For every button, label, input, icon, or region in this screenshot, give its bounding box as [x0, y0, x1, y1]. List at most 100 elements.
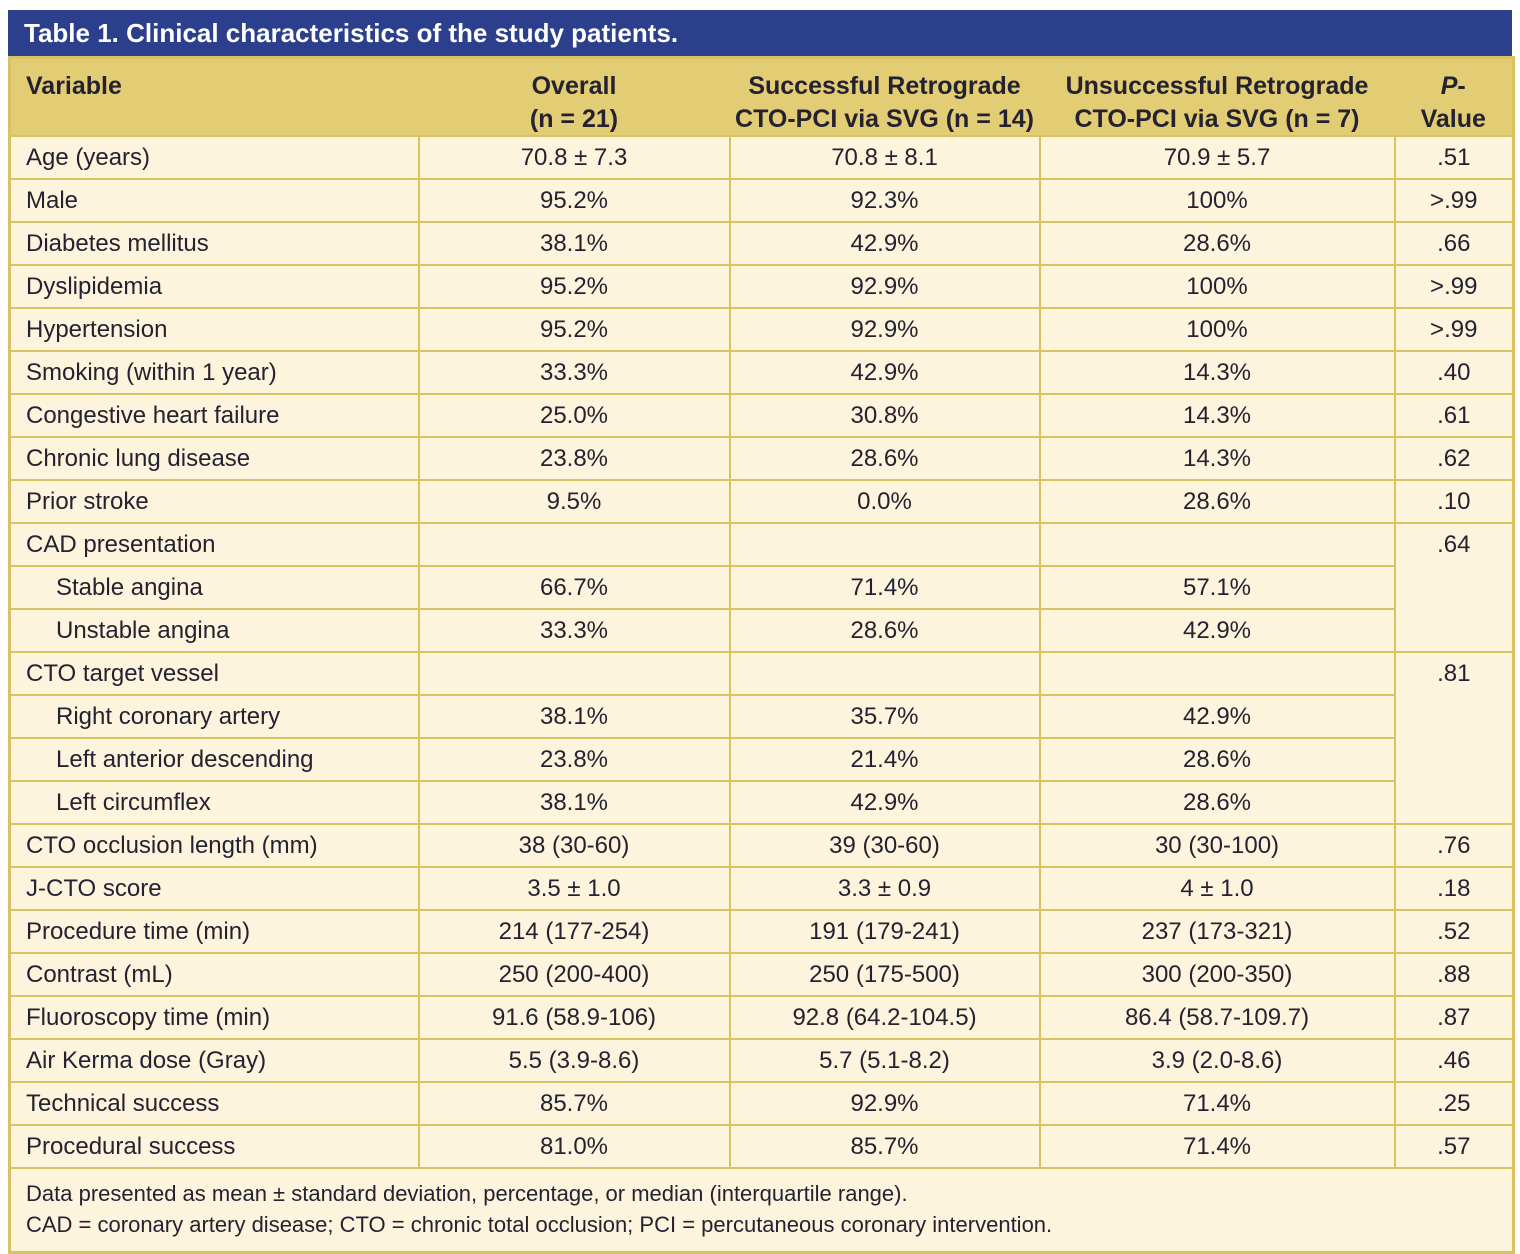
table-row: Left anterior descending 23.8% 21.4% 28.…: [8, 737, 1514, 782]
cell-p-value: .18: [1393, 866, 1515, 911]
cell-successful: 28.6%: [728, 436, 1041, 481]
col-header-successful: Successful Retrograde CTO-PCI via SVG (n …: [729, 57, 1040, 136]
cell-successful: 85.7%: [728, 1124, 1041, 1169]
cell-successful: [728, 651, 1041, 696]
table-row: Unstable angina 33.3% 28.6% 42.9%: [8, 608, 1514, 653]
col-header-p-dash: -: [1457, 72, 1466, 100]
col-header-variable-label: Variable: [26, 72, 122, 100]
cell-unsuccessful: 70.9 ± 5.7: [1038, 135, 1396, 180]
cell-overall: 33.3%: [417, 608, 731, 653]
table-row: Prior stroke 9.5% 0.0% 28.6% .10: [8, 479, 1515, 524]
cell-unsuccessful: 28.6%: [1038, 737, 1396, 782]
table-row: Left circumflex 38.1% 42.9% 28.6%: [8, 780, 1514, 825]
footnote-line-2: CAD = coronary artery disease; CTO = chr…: [26, 1212, 1053, 1238]
cell-overall: 23.8%: [417, 737, 731, 782]
cell-successful: 28.6%: [728, 608, 1041, 653]
cell-overall: 5.5 (3.9-8.6): [417, 1038, 731, 1083]
cell-unsuccessful: [1038, 522, 1396, 567]
table-footnote-row: Data presented as mean ± standard deviat…: [8, 1167, 1515, 1254]
cell-p-value: .46: [1393, 1038, 1515, 1083]
cell-p-value: .51: [1393, 135, 1515, 180]
cell-overall: 70.8 ± 7.3: [417, 135, 731, 180]
cell-overall: 9.5%: [417, 479, 731, 524]
cell-unsuccessful: 57.1%: [1038, 565, 1396, 610]
col-header-successful-line2: CTO-PCI via SVG (n = 14): [735, 104, 1034, 133]
cell-successful: 42.9%: [728, 350, 1041, 395]
cell-p-value: >.99: [1393, 264, 1515, 309]
cell-unsuccessful: 100%: [1038, 178, 1396, 223]
table-row: Stable angina 66.7% 71.4% 57.1%: [8, 565, 1514, 610]
cell-overall: 33.3%: [417, 350, 731, 395]
cell-overall: 95.2%: [417, 178, 731, 223]
row-label: Prior stroke: [8, 479, 420, 524]
col-header-variable: Variable: [9, 57, 419, 136]
table-row: Chronic lung disease 23.8% 28.6% 14.3% .…: [8, 436, 1515, 481]
row-label: Fluoroscopy time (min): [8, 995, 420, 1040]
cell-p-value: .25: [1393, 1081, 1515, 1126]
table-row: Right coronary artery 38.1% 35.7% 42.9%: [8, 694, 1514, 739]
cell-successful: 250 (175-500): [728, 952, 1041, 997]
cell-p-value: .52: [1393, 909, 1515, 954]
header-row: Variable Overall (n = 21) Successful Retr…: [9, 57, 1514, 136]
cell-successful: 5.7 (5.1-8.2): [728, 1038, 1041, 1083]
table-row: Smoking (within 1 year) 33.3% 42.9% 14.3…: [8, 350, 1515, 395]
table-row: Contrast (mL) 250 (200-400) 250 (175-500…: [8, 952, 1515, 997]
cell-successful: 35.7%: [728, 694, 1041, 739]
table-title-bar: Table 1. Clinical characteristics of the…: [8, 10, 1512, 56]
col-header-unsuccessful: Unsuccessful Retrograde CTO-PCI via SVG (…: [1039, 57, 1395, 136]
cell-overall: 95.2%: [417, 307, 731, 352]
cell-overall: 23.8%: [417, 436, 731, 481]
table-row: Dyslipidemia 95.2% 92.9% 100% >.99: [8, 264, 1515, 309]
table-row: CTO occlusion length (mm) 38 (30-60) 39 …: [8, 823, 1515, 868]
cell-successful: 92.3%: [728, 178, 1041, 223]
row-label: CAD presentation: [8, 522, 420, 567]
cell-p-value: >.99: [1393, 178, 1515, 223]
row-label: CTO target vessel: [8, 651, 420, 696]
cell-unsuccessful: [1038, 651, 1396, 696]
cell-p-value: .10: [1393, 479, 1515, 524]
table-row: Age (years) 70.8 ± 7.3 70.8 ± 8.1 70.9 ±…: [8, 135, 1515, 180]
cell-successful: 191 (179-241): [728, 909, 1041, 954]
col-header-overall-line2: (n = 21): [529, 104, 619, 133]
table-figure: Table 1. Clinical characteristics of the…: [8, 10, 1515, 1254]
cell-p-value: .57: [1393, 1124, 1515, 1169]
row-label: J-CTO score: [8, 866, 420, 911]
table-row: Procedure time (min) 214 (177-254) 191 (…: [8, 909, 1515, 954]
cell-overall: 81.0%: [417, 1124, 731, 1169]
table-row: Male 95.2% 92.3% 100% >.99: [8, 178, 1515, 223]
cell-unsuccessful: 71.4%: [1038, 1124, 1396, 1169]
cell-successful: 0.0%: [728, 479, 1041, 524]
row-label: Left anterior descending: [8, 737, 420, 782]
cell-successful: 71.4%: [728, 565, 1041, 610]
table-row: Diabetes mellitus 38.1% 42.9% 28.6% .66: [8, 221, 1515, 266]
row-label: Procedural success: [8, 1124, 420, 1169]
cell-p-value: .88: [1393, 952, 1515, 997]
cell-unsuccessful: 42.9%: [1038, 608, 1396, 653]
cell-unsuccessful: 300 (200-350): [1038, 952, 1396, 997]
cell-unsuccessful: 237 (173-321): [1038, 909, 1396, 954]
cell-successful: 30.8%: [728, 393, 1041, 438]
row-label: Left circumflex: [8, 780, 420, 825]
cell-overall: 3.5 ± 1.0: [417, 866, 731, 911]
col-header-p-value: P- Value: [1394, 57, 1514, 136]
cell-successful: 70.8 ± 8.1: [728, 135, 1041, 180]
cell-p-value: >.99: [1393, 307, 1515, 352]
cell-p-value: .66: [1393, 221, 1515, 266]
row-label: Congestive heart failure: [8, 393, 420, 438]
cell-successful: 39 (30-60): [728, 823, 1041, 868]
cell-overall: 38 (30-60): [417, 823, 731, 868]
cell-overall: [417, 651, 731, 696]
cell-p-value: .76: [1393, 823, 1515, 868]
row-label: Stable angina: [8, 565, 420, 610]
cell-successful: 3.3 ± 0.9: [728, 866, 1041, 911]
cell-unsuccessful: 30 (30-100): [1038, 823, 1396, 868]
cell-unsuccessful: 100%: [1038, 307, 1396, 352]
cell-overall: 38.1%: [417, 694, 731, 739]
row-label: CTO occlusion length (mm): [8, 823, 420, 868]
table-row: Procedural success 81.0% 85.7% 71.4% .57: [8, 1124, 1515, 1169]
clinical-characteristics-table: Variable Overall (n = 21) Successful Retr…: [8, 56, 1515, 1254]
col-header-successful-line1: Successful Retrograde: [748, 72, 1021, 100]
cell-overall: 95.2%: [417, 264, 731, 309]
table-title: Table 1. Clinical characteristics of the…: [24, 17, 679, 48]
cell-overall: 38.1%: [417, 780, 731, 825]
